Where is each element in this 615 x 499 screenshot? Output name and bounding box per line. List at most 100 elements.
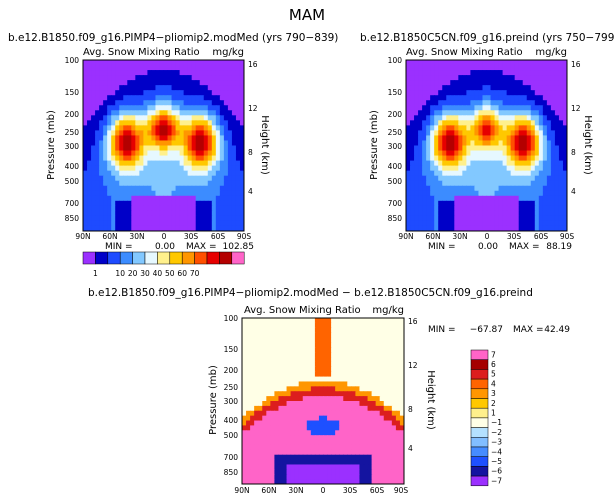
heatmap-cell — [355, 361, 361, 368]
heatmap-cell — [203, 60, 209, 66]
heatmap-cell — [147, 90, 153, 96]
heatmap-cell — [375, 425, 381, 431]
heatmap-cell — [219, 90, 225, 96]
heatmap-cell — [278, 454, 284, 461]
heatmap-cell — [379, 352, 385, 358]
heatmap-cell — [215, 180, 221, 187]
heatmap-cell — [167, 170, 173, 177]
heatmap-cell — [103, 200, 108, 207]
heatmap-cell — [414, 220, 419, 227]
heatmap-cell — [526, 205, 532, 212]
heatmap-cell — [438, 140, 443, 147]
heatmap-cell — [458, 205, 463, 212]
heatmap-cell — [406, 165, 411, 172]
heatmap-cell — [191, 115, 197, 121]
heatmap-cell — [199, 70, 205, 76]
heatmap-cell — [167, 160, 173, 167]
heatmap-cell — [562, 190, 567, 197]
heatmap-cell — [410, 150, 415, 157]
heatmap-cell — [294, 415, 300, 422]
heatmap-cell — [450, 110, 455, 116]
heatmap-cell — [107, 225, 112, 231]
heatmap-cell — [258, 464, 263, 470]
heatmap-cell — [526, 135, 532, 142]
heatmap-cell — [290, 454, 296, 461]
heatmap-cell — [278, 376, 284, 383]
panel-bottom-plot-area — [242, 318, 404, 484]
heatmap-cell — [147, 160, 153, 167]
heatmap-cell — [391, 425, 397, 431]
heatmap-cell — [438, 90, 443, 96]
heatmap-cell — [339, 337, 344, 344]
heatmap-cell — [250, 352, 255, 358]
heatmap-cell — [514, 115, 520, 121]
heatmap-cell — [462, 60, 467, 66]
heatmap-cell — [242, 391, 247, 397]
heatmap-cell — [490, 125, 496, 132]
heatmap-cell — [175, 95, 181, 101]
heatmap-cell — [323, 435, 328, 441]
heatmap-cell — [235, 150, 241, 157]
heatmap-cell — [111, 75, 116, 81]
heatmap-cell — [414, 120, 419, 126]
heatmap-cell — [558, 140, 564, 147]
heatmap-cell — [131, 160, 136, 167]
heatmap-cell — [163, 110, 169, 116]
heatmap-cell — [355, 337, 361, 344]
heatmap-cell — [550, 165, 556, 172]
heatmap-cell — [323, 469, 328, 475]
heatmap-cell — [430, 105, 435, 111]
heatmap-cell — [458, 90, 463, 96]
heatmap-cell — [183, 185, 189, 192]
heatmap-cell — [498, 145, 504, 152]
heatmap-cell — [219, 120, 225, 126]
heatmap-cell — [454, 220, 459, 227]
heatmap-cell — [99, 165, 104, 172]
heatmap-cell — [91, 210, 96, 217]
heatmap-cell — [554, 120, 560, 126]
heatmap-cell — [286, 444, 292, 451]
heatmap-cell — [418, 75, 423, 81]
heatmap-cell — [270, 479, 275, 484]
heatmap-cell — [502, 210, 508, 217]
heatmap-cell — [434, 155, 439, 162]
heatmap-cell — [278, 449, 284, 456]
heatmap-cell — [219, 205, 225, 212]
heatmap-cell — [482, 205, 488, 212]
heatmap-cell — [554, 155, 560, 162]
heatmap-cell — [558, 80, 564, 86]
heatmap-cell — [558, 220, 564, 227]
heatmap-cell — [111, 130, 116, 137]
heatmap-cell — [207, 165, 213, 172]
heatmap-cell — [375, 327, 381, 334]
heatmap-cell — [339, 357, 344, 363]
heatmap-cell — [530, 120, 536, 126]
heatmap-cell — [339, 454, 344, 461]
heatmap-cell — [530, 65, 536, 71]
heatmap-cell — [270, 337, 275, 344]
heatmap-cell — [558, 145, 564, 152]
heatmap-cell — [486, 95, 492, 101]
heatmap-cell — [290, 459, 296, 466]
heatmap-cell — [95, 95, 100, 101]
heatmap-cell — [526, 150, 532, 157]
heatmap-cell — [434, 110, 439, 116]
heatmap-cell — [494, 220, 500, 227]
heatmap-cell — [235, 125, 241, 132]
heatmap-cell — [359, 469, 365, 475]
heatmap-cell — [422, 95, 427, 101]
heatmap-cell — [211, 85, 217, 91]
heatmap-cell — [434, 175, 439, 182]
heatmap-cell — [207, 120, 213, 126]
heatmap-cell — [410, 90, 415, 96]
heatmap-cell — [286, 347, 292, 353]
heatmap-cell — [155, 150, 161, 157]
heatmap-cell — [494, 95, 500, 101]
panel-top-left-ytick: 150 — [65, 88, 80, 97]
heatmap-cell — [375, 386, 381, 392]
heatmap-cell — [367, 366, 373, 373]
heatmap-cell — [422, 225, 427, 231]
heatmap-cell — [454, 95, 459, 101]
heatmap-cell — [235, 80, 241, 86]
heatmap-cell — [163, 70, 169, 76]
